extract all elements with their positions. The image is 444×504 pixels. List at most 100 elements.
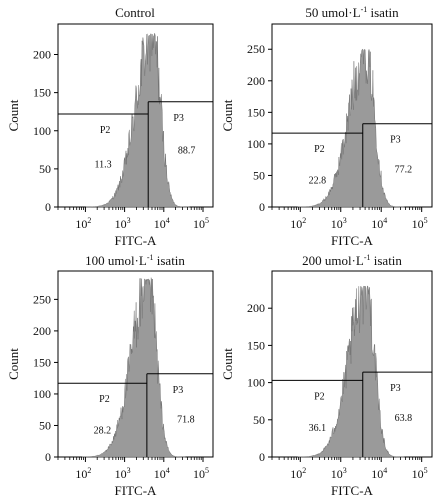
y-tick-label: 0 [45, 200, 51, 214]
tick-exponent: 4 [166, 466, 170, 475]
tick-base: 10 [331, 467, 343, 481]
x-tick-label: 105 [412, 466, 428, 481]
y-tick-label: 200 [33, 324, 51, 338]
x-tick-label: 103 [331, 216, 347, 231]
tick-base: 10 [193, 217, 205, 231]
y-tick-label: 200 [247, 74, 265, 88]
x-tick-label: 104 [371, 216, 387, 231]
tick-exponent: 5 [424, 216, 428, 225]
x-axis-label: FITC-A [115, 483, 158, 498]
panel-title: Control [115, 5, 155, 20]
title-rest: isatin [154, 253, 186, 268]
title-main: 100 umol·L [85, 253, 147, 268]
gate-p2-percent: 36.1 [309, 423, 327, 434]
x-axis-label: FITC-A [331, 483, 374, 498]
title-main: 200 umol·L [302, 253, 364, 268]
tick-base: 10 [371, 467, 383, 481]
gate-p3-percent: 77.2 [395, 164, 413, 175]
gate-p3-label: P3 [173, 113, 184, 124]
x-tick-label: 105 [412, 216, 428, 231]
tick-exponent: 2 [302, 466, 306, 475]
tick-base: 10 [371, 217, 383, 231]
histogram-panel-4: 200 umol·L-1 isatin P2 P3 36.1 63.8 0 50 100 150… [220, 253, 433, 498]
title-superscript: -1 [147, 253, 154, 262]
y-tick-label: 0 [45, 450, 51, 464]
y-tick-label: 50 [253, 413, 265, 427]
tick-base: 10 [290, 467, 302, 481]
gate-p2-percent: 28.2 [94, 426, 112, 437]
x-axis-label: FITC-A [331, 233, 374, 248]
x-axis-label: FITC-A [115, 233, 158, 248]
gate-p2-label: P2 [314, 144, 325, 155]
gate-p2-percent: 22.8 [309, 175, 327, 186]
title-rest: isatin [371, 253, 403, 268]
y-tick-label: 150 [247, 338, 265, 352]
tick-exponent: 5 [205, 216, 209, 225]
y-axis-label: Count [6, 99, 21, 131]
tick-base: 10 [75, 217, 87, 231]
gate-p2-label: P2 [99, 394, 110, 405]
tick-base: 10 [193, 467, 205, 481]
histogram-panel-2: 50 umol·L-1 isatin P2 P3 22.8 77.2 0 50 100 150 2… [220, 5, 433, 248]
tick-base: 10 [331, 217, 343, 231]
tick-base: 10 [154, 467, 166, 481]
y-tick-label: 100 [247, 137, 265, 151]
y-tick-label: 150 [33, 86, 51, 100]
x-tick-label: 102 [75, 466, 91, 481]
title-main: 50 umol·L [305, 5, 360, 20]
histogram-area [297, 285, 405, 458]
y-tick-label: 0 [259, 200, 265, 214]
tick-exponent: 4 [383, 216, 387, 225]
x-tick-label: 102 [290, 216, 306, 231]
y-tick-label: 100 [33, 387, 51, 401]
y-tick-label: 0 [259, 450, 265, 464]
histogram-panel-3: 100 umol·L-1 isatin P2 P3 28.2 71.8 0 50 100 150… [6, 253, 214, 498]
tick-base: 10 [412, 467, 424, 481]
tick-exponent: 3 [127, 466, 131, 475]
tick-exponent: 2 [87, 466, 91, 475]
x-tick-label: 104 [371, 466, 387, 481]
x-tick-label: 102 [290, 466, 306, 481]
histogram-area [81, 277, 186, 458]
y-tick-label: 200 [247, 301, 265, 315]
title-superscript: -1 [361, 5, 368, 14]
gate-p3-label: P3 [390, 383, 401, 394]
gate-p3-label: P3 [390, 135, 401, 146]
tick-base: 10 [115, 217, 127, 231]
y-axis-label: Count [220, 348, 235, 380]
y-tick-label: 150 [247, 105, 265, 119]
y-tick-label: 50 [39, 162, 51, 176]
y-tick-label: 50 [253, 168, 265, 182]
tick-exponent: 4 [383, 466, 387, 475]
title-superscript: -1 [364, 253, 371, 262]
tick-base: 10 [154, 217, 166, 231]
histogram-area [85, 33, 190, 208]
histogram-area [297, 48, 405, 208]
title-rest: isatin [367, 5, 399, 20]
x-tick-label: 103 [115, 216, 131, 231]
tick-exponent: 5 [424, 466, 428, 475]
y-tick-label: 250 [247, 42, 265, 56]
panel-title: 100 umol·L-1 isatin [85, 253, 185, 268]
tick-exponent: 4 [166, 216, 170, 225]
y-tick-label: 150 [33, 355, 51, 369]
y-axis-label: Count [6, 348, 21, 380]
x-tick-label: 104 [154, 216, 170, 231]
x-tick-label: 105 [193, 216, 209, 231]
x-tick-label: 105 [193, 466, 209, 481]
x-tick-label: 103 [331, 466, 347, 481]
gate-p2-label: P2 [100, 125, 111, 136]
gate-p2-percent: 11.3 [95, 160, 112, 171]
tick-exponent: 5 [205, 466, 209, 475]
tick-exponent: 3 [127, 216, 131, 225]
gate-p3-percent: 88.7 [178, 146, 196, 157]
y-tick-label: 100 [33, 124, 51, 138]
x-tick-label: 103 [115, 466, 131, 481]
tick-base: 10 [115, 467, 127, 481]
gate-p3-label: P3 [173, 385, 184, 396]
tick-exponent: 2 [87, 216, 91, 225]
y-tick-label: 250 [33, 292, 51, 306]
y-tick-label: 50 [39, 418, 51, 432]
